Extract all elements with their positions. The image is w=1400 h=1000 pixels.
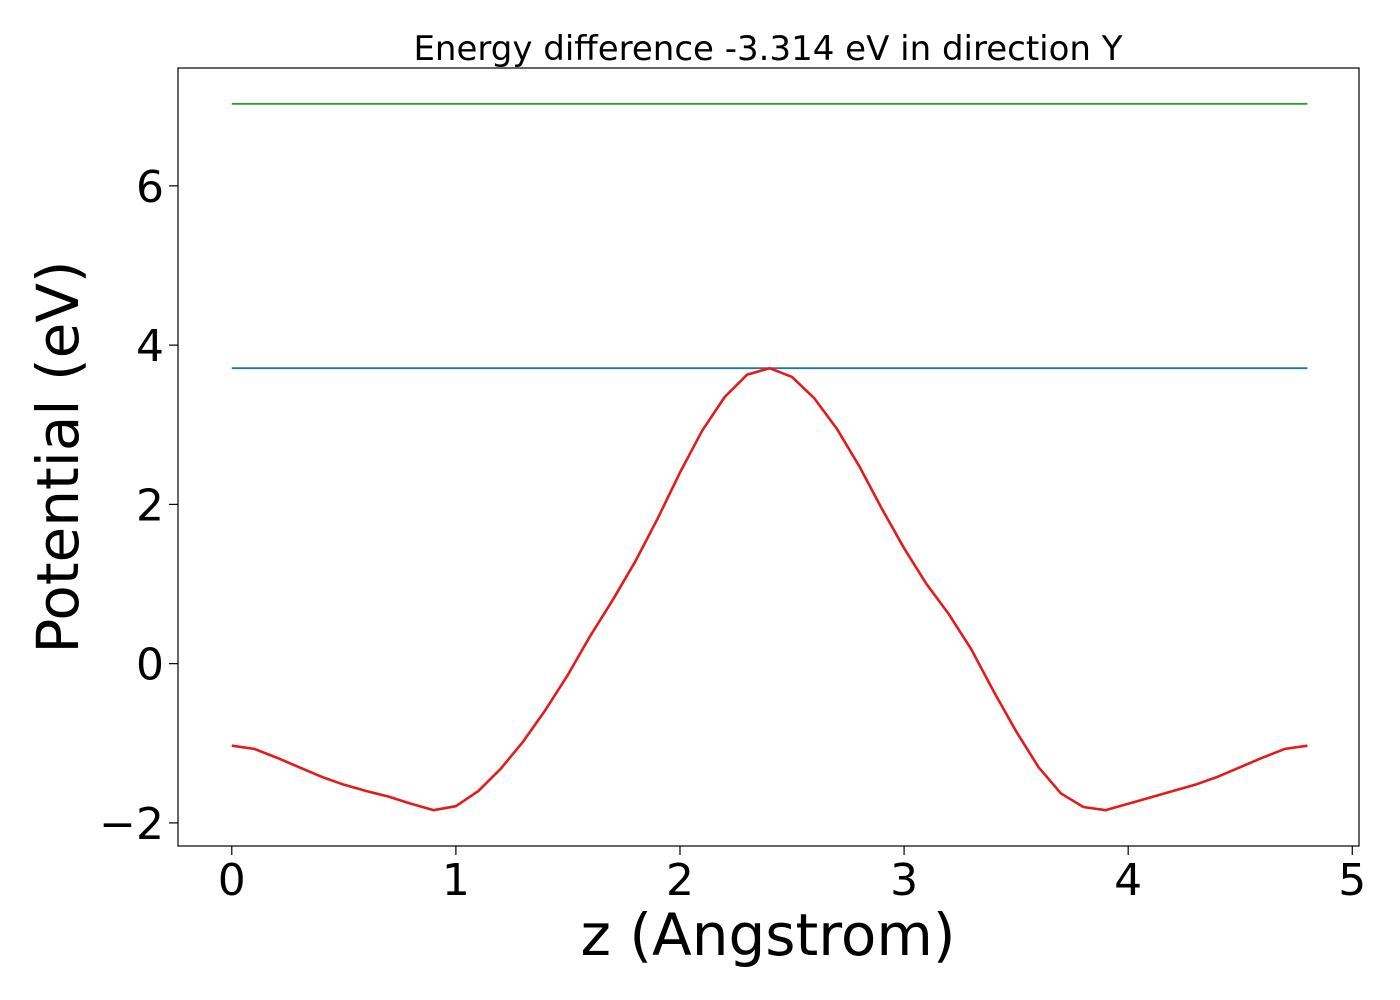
x-ticks: 0 1 2 3 4 5 [218,846,1366,906]
series-line-2 [231,366,1308,812]
series-layer [231,102,1308,812]
x-tick-label: 5 [1338,855,1366,906]
x-axis-label: z (Angstrom) [581,901,956,969]
y-tick-label: −2 [99,799,164,850]
x-tick-label: 3 [890,855,918,906]
x-tick-label: 0 [218,855,246,906]
y-ticks: −2 0 2 4 6 [99,162,178,850]
x-tick-label: 4 [1114,855,1142,906]
y-axis-label: Potential (eV) [24,260,92,653]
y-tick-label: 4 [136,321,164,372]
chart-title: Energy difference -3.314 eV in direction… [413,29,1122,69]
x-tick-label: 2 [666,855,694,906]
y-tick-label: 6 [136,162,164,213]
y-tick-label: 0 [136,640,164,691]
plot-frame [177,67,1360,847]
y-tick-label: 2 [136,480,164,531]
x-tick-label: 1 [442,855,470,906]
